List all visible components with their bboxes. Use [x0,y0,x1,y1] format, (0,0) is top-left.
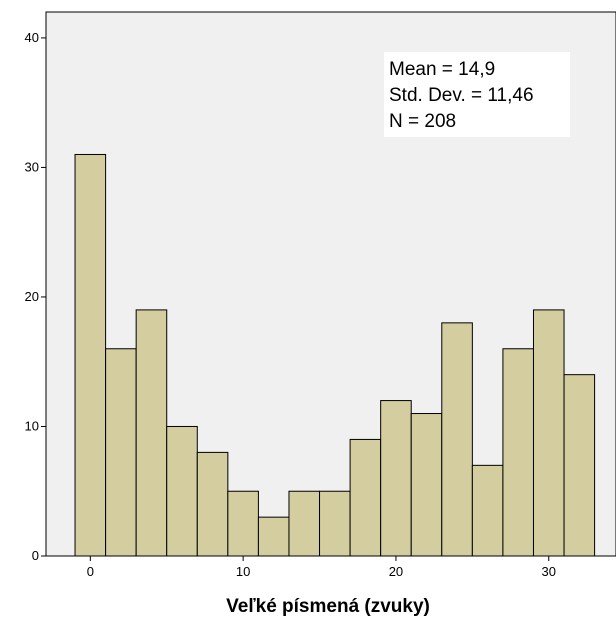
histogram-bar [74,153,107,557]
x-axis-label: Veľké písmená (zvuky) [226,596,430,617]
y-tick-label: 40 [25,30,39,45]
histogram-bar [257,516,290,557]
histogram-bar [227,490,259,557]
x-tick-label: 10 [236,564,250,579]
y-tick-label: 30 [25,159,39,174]
histogram-bar [105,348,137,557]
x-axis: 0 10 20 30 [87,556,556,579]
histogram-bar [502,348,534,557]
stats-std-dev: Std. Dev. = 11,46 [389,85,534,106]
histogram-bar [135,309,168,557]
bars-group [74,153,596,557]
histogram-bar [380,400,412,557]
histogram-bar [288,490,321,557]
y-tick-label: 0 [32,548,39,563]
x-tick-label: 30 [542,564,556,579]
stats-box-background [384,52,570,137]
y-axis: 0 10 20 30 40 [25,30,46,563]
y-tick-label: 10 [25,418,39,433]
histogram-bar [471,464,504,557]
stats-mean: Mean = 14,9 [389,59,495,80]
histogram-bar [532,309,565,557]
stats-n: N = 208 [389,111,456,132]
stats-box: Mean = 14,9 Std. Dev. = 11,46 N = 208 [384,52,570,137]
x-tick-label: 0 [87,564,94,579]
histogram-bar [349,438,382,557]
histogram-bar [319,490,351,557]
histogram-bar [563,374,596,557]
histogram-bar [196,451,229,557]
histogram-bar [441,322,473,557]
x-tick-label: 20 [389,564,403,579]
histogram-bar [166,425,198,557]
y-tick-label: 20 [25,289,39,304]
histogram-bar [410,413,443,557]
